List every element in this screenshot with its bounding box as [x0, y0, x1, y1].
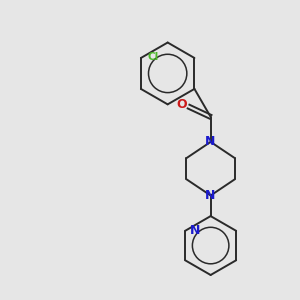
Text: N: N: [190, 224, 200, 237]
Text: Cl: Cl: [147, 52, 159, 61]
Text: N: N: [205, 135, 215, 148]
Text: O: O: [177, 98, 188, 111]
Text: N: N: [205, 189, 215, 202]
